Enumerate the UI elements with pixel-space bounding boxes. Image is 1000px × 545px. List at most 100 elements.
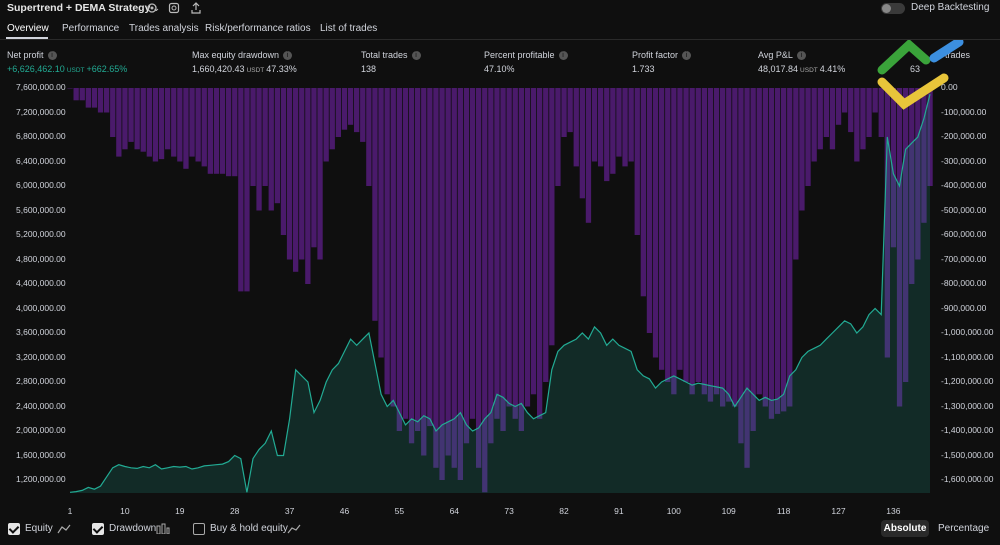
drawdown-bar [500, 88, 506, 431]
y-tick-label-left: 1,200,000.00 [16, 474, 66, 484]
drawdown-bar [256, 88, 262, 211]
drawdown-bar [97, 88, 104, 113]
equity-checkbox[interactable] [8, 523, 20, 535]
drawdown-bar [445, 88, 451, 456]
buy-hold-checkbox[interactable] [193, 523, 205, 535]
info-icon[interactable]: i [283, 51, 293, 61]
drawdown-checkbox[interactable] [92, 523, 104, 535]
x-tick-label: 10 [120, 506, 130, 516]
drawdown-bar [421, 88, 427, 456]
drawdown-bar [878, 88, 884, 137]
drawdown-bar [366, 88, 372, 186]
drawdown-bar [543, 88, 549, 382]
refresh-icon[interactable] [168, 2, 180, 14]
drawdown-bar [750, 88, 756, 431]
absolute-button[interactable]: Absolute [881, 520, 929, 537]
settings-icon[interactable] [146, 2, 158, 14]
metric-label: Net profit [7, 50, 44, 60]
tab-list-of-trades[interactable]: List of trades [320, 23, 378, 34]
drawdown-bar [244, 88, 250, 292]
drawdown-bar [604, 88, 610, 182]
drawdown-bar [451, 88, 457, 468]
x-tick-label: 127 [831, 506, 846, 516]
tab-risk-performance-ratios[interactable]: Risk/performance ratios [205, 23, 311, 34]
tab-trades-analysis[interactable]: Trades analysis [129, 23, 199, 34]
drawdown-bar [250, 88, 256, 186]
metric-unit: USDT [66, 67, 85, 75]
y-tick-label-right: -1,500,000.00 [941, 449, 994, 460]
drawdown-bar [305, 88, 311, 284]
metric-net-profit: Net profit i +6,626,462.10 USDT +662.65% [7, 50, 127, 74]
drawdown-bar [354, 88, 360, 133]
drawdown-bars-icon [156, 523, 170, 534]
drawdown-bar [591, 88, 598, 162]
metric-value: 138 [361, 64, 377, 75]
y-tick-label-right: -1,000,000.00 [941, 327, 994, 337]
drawdown-bar [610, 88, 616, 174]
tab-performance[interactable]: Performance [62, 23, 120, 34]
drawdown-bar [286, 88, 293, 260]
y-tick-label-right: -1,300,000.00 [941, 400, 994, 411]
drawdown-bar [207, 88, 213, 174]
strategy-title[interactable]: Supertrend + DEMA Strategy ⌄ [7, 2, 160, 14]
metric-avg-bars: ...n trades 63 [910, 50, 970, 74]
strategy-name: Supertrend + DEMA Strategy [7, 2, 151, 14]
drawdown-bar [146, 88, 152, 157]
drawdown-bar [787, 88, 793, 407]
percentage-button[interactable]: Percentage [938, 523, 990, 534]
drawdown-bar [823, 88, 829, 137]
drawdown-bar [793, 88, 799, 260]
metric-value: 1,660,420.43 [192, 64, 245, 75]
info-icon[interactable]: i [47, 51, 57, 61]
drawdown-bar [372, 88, 378, 321]
deep-backtesting-toggle[interactable] [881, 3, 905, 14]
x-tick-label: 55 [394, 506, 405, 516]
active-tab-indicator [6, 37, 48, 39]
drawdown-bar [622, 88, 628, 167]
drawdown-bar [341, 88, 348, 130]
drawdown-bar [85, 88, 91, 108]
metric-max-drawdown: Max equity drawdown i 1,660,420.43 USDT 47.… [192, 50, 297, 74]
y-tick-label-left: 5,600,000.00 [16, 204, 66, 215]
drawdown-bar [890, 88, 897, 248]
info-icon[interactable]: i [558, 51, 568, 61]
drawdown-bar [457, 88, 463, 480]
drawdown-bar [226, 88, 232, 177]
metric-total-trades: Total trades i 138 [361, 50, 421, 74]
drawdown-bar [384, 88, 390, 395]
drawdown-bar [415, 88, 421, 431]
drawdown-bar [640, 88, 646, 297]
x-tick-label: 19 [175, 506, 185, 516]
drawdown-bar [744, 88, 750, 468]
drawdown-bar [213, 88, 220, 174]
y-tick-label-right: 0.00 [941, 82, 958, 92]
drawdown-bar [280, 88, 287, 235]
x-tick-label: 91 [614, 506, 624, 516]
drawdown-bar [219, 88, 226, 174]
drawdown-bar [360, 88, 366, 142]
buy-hold-label: Buy & hold equity [210, 523, 288, 534]
drawdown-bar [854, 88, 860, 162]
drawdown-bar [628, 88, 634, 162]
export-icon[interactable] [190, 2, 202, 14]
drawdown-bar [378, 88, 384, 358]
drawdown-bar [506, 88, 512, 407]
drawdown-bar [713, 88, 720, 395]
drawdown-bar [677, 88, 683, 370]
info-icon[interactable]: i [411, 51, 421, 61]
info-icon[interactable]: i [682, 51, 692, 61]
info-icon[interactable]: i [796, 51, 806, 61]
drawdown-bar [104, 88, 110, 113]
x-tick-label: 136 [886, 506, 901, 516]
drawdown-bar [774, 88, 781, 414]
tab-overview[interactable]: Overview [7, 23, 49, 34]
x-tick-label: 1 [67, 506, 73, 516]
y-tick-label-right: -100,000.00 [941, 106, 987, 117]
metric-value: 63 [910, 64, 921, 74]
chart-legend-bar: Equity Drawdown Buy & hold equity Absolu… [0, 519, 1000, 545]
drawdown-bar [567, 88, 573, 133]
metric-label: Total trades [361, 50, 408, 60]
drawdown-bar [311, 88, 317, 248]
drawdown-bar [238, 88, 244, 292]
metric-value: 47.10% [484, 64, 515, 75]
